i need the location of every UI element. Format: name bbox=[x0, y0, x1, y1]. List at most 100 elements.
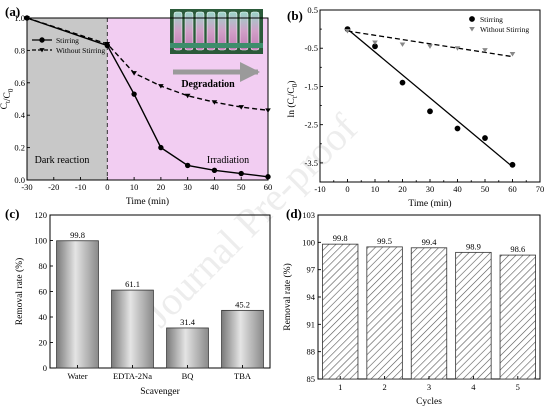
bar bbox=[111, 289, 154, 369]
y-tick-label: 103 bbox=[302, 210, 315, 220]
x-tick-label: EDTA-2Na bbox=[113, 371, 152, 381]
y-axis-label-part: 0 bbox=[7, 88, 15, 92]
x-tick-label: 0 bbox=[105, 182, 109, 192]
bar-value-label: 45.2 bbox=[235, 299, 250, 309]
data-point bbox=[482, 135, 488, 141]
bar-value-label: 99.4 bbox=[422, 237, 438, 247]
plot-frame bbox=[26, 17, 269, 181]
y-tick-label: 60 bbox=[39, 287, 48, 297]
data-point bbox=[238, 170, 244, 177]
bar bbox=[166, 327, 209, 369]
panel-label: (b) bbox=[287, 8, 303, 23]
x-tick-label: -10 bbox=[314, 184, 325, 194]
y-tick-label: 0.0 bbox=[14, 175, 25, 185]
bar-value-label: 98.6 bbox=[510, 244, 525, 254]
data-point bbox=[344, 29, 351, 34]
x-tick-label: 3 bbox=[427, 382, 431, 392]
bar bbox=[56, 240, 99, 369]
photo-tube bbox=[250, 11, 260, 51]
x-axis-label: Scavenger bbox=[140, 387, 180, 397]
region-label: Dark reaction bbox=[35, 155, 90, 166]
x-tick-label: 4 bbox=[471, 382, 476, 392]
y-tick-label: 0.4 bbox=[14, 110, 25, 120]
legend-label: Without Stirring bbox=[480, 25, 529, 34]
x-tick-label: 5 bbox=[516, 382, 520, 392]
photo-tube bbox=[239, 11, 249, 51]
legend-marker bbox=[39, 37, 45, 43]
x-tick-label: 60 bbox=[264, 182, 273, 192]
y-axis-label: Ct/C0 bbox=[0, 88, 15, 109]
degradation-label: Degradation bbox=[181, 79, 235, 90]
data-point bbox=[158, 144, 164, 151]
x-tick-label: TBA bbox=[234, 371, 252, 381]
y-axis-label-part: ) bbox=[286, 81, 297, 84]
data-point bbox=[184, 93, 191, 99]
photo-tube bbox=[184, 11, 194, 51]
data-point bbox=[24, 16, 30, 21]
data-point bbox=[238, 105, 245, 110]
x-tick-label: -20 bbox=[48, 182, 59, 192]
y-tick-label: 0.8 bbox=[14, 45, 25, 55]
panel-b: -10 0 10 20 30 40 50 60 70 -3.5 -2.5 -1.5 -0.5 0.5 Sti… bbox=[286, 5, 544, 209]
x-tick-label: 1 bbox=[338, 382, 342, 392]
x-tick-label: -10 bbox=[75, 182, 86, 192]
legend-label: Stirring bbox=[480, 15, 503, 24]
region-label: Irradiation bbox=[207, 155, 249, 166]
legend-marker bbox=[39, 48, 45, 53]
series-line-stirring bbox=[26, 17, 269, 178]
data-point bbox=[482, 48, 488, 53]
data-point bbox=[399, 42, 406, 47]
fit-line-without-stirring bbox=[347, 30, 513, 58]
data-point bbox=[427, 108, 433, 115]
y-axis-label-part: /C bbox=[3, 92, 13, 101]
y-tick-label: 85 bbox=[307, 374, 316, 384]
y-axis-label: Removal rate (%) bbox=[282, 263, 293, 331]
y-axis-label-part: t bbox=[291, 96, 299, 98]
y-axis-label: ln (Ct/C0) bbox=[286, 81, 299, 118]
x-tick-label: 10 bbox=[371, 184, 380, 194]
data-point bbox=[211, 100, 218, 105]
bar-value-label: 99.5 bbox=[377, 236, 392, 246]
bar bbox=[322, 243, 359, 380]
panel-c: 0 20 40 60 80 100 120 99.8 Water 61.1 EDTA-2Na 31.4… bbox=[5, 206, 271, 397]
x-axis-label: Time (min) bbox=[126, 196, 169, 207]
data-point bbox=[211, 167, 218, 173]
legend-label: Without Stirring bbox=[56, 46, 105, 55]
y-tick-label: -3.5 bbox=[305, 158, 318, 168]
x-tick-label: 40 bbox=[210, 182, 219, 192]
panel-label: (d) bbox=[286, 206, 302, 221]
bar bbox=[410, 247, 448, 380]
y-tick-label: 0.2 bbox=[14, 143, 25, 153]
photo-tube bbox=[217, 11, 227, 51]
x-tick-label: Water bbox=[67, 371, 87, 381]
bar-value-label: 98.9 bbox=[466, 241, 481, 251]
bar bbox=[455, 251, 492, 380]
y-tick-label: 0.5 bbox=[307, 5, 318, 15]
data-point bbox=[372, 40, 378, 46]
bar-value-label: 31.4 bbox=[180, 317, 196, 327]
x-tick-label: 60 bbox=[508, 184, 517, 194]
bar bbox=[499, 254, 536, 380]
x-axis-label: Time (min) bbox=[408, 198, 451, 209]
y-tick-label: 91 bbox=[307, 319, 316, 329]
photo-rack bbox=[170, 43, 263, 48]
y-tick-label: 100 bbox=[34, 236, 47, 246]
data-point bbox=[454, 125, 461, 132]
x-tick-label: 2 bbox=[382, 382, 386, 392]
data-point bbox=[509, 51, 516, 57]
legend-label: Stirring bbox=[56, 36, 79, 45]
y-tick-label: 40 bbox=[39, 312, 48, 322]
y-axis-label-part: 0 bbox=[291, 83, 299, 87]
y-tick-label: 94 bbox=[307, 292, 316, 302]
y-tick-label: -0.5 bbox=[305, 43, 318, 53]
y-tick-label: -2.5 bbox=[305, 120, 318, 130]
y-axis-label-part: /C bbox=[287, 87, 297, 96]
bar bbox=[366, 246, 403, 380]
data-point bbox=[427, 44, 433, 49]
x-tick-label: 0 bbox=[345, 184, 349, 194]
photo-tube bbox=[173, 11, 183, 51]
bar-value-label: 61.1 bbox=[125, 279, 140, 289]
data-point bbox=[399, 79, 406, 86]
